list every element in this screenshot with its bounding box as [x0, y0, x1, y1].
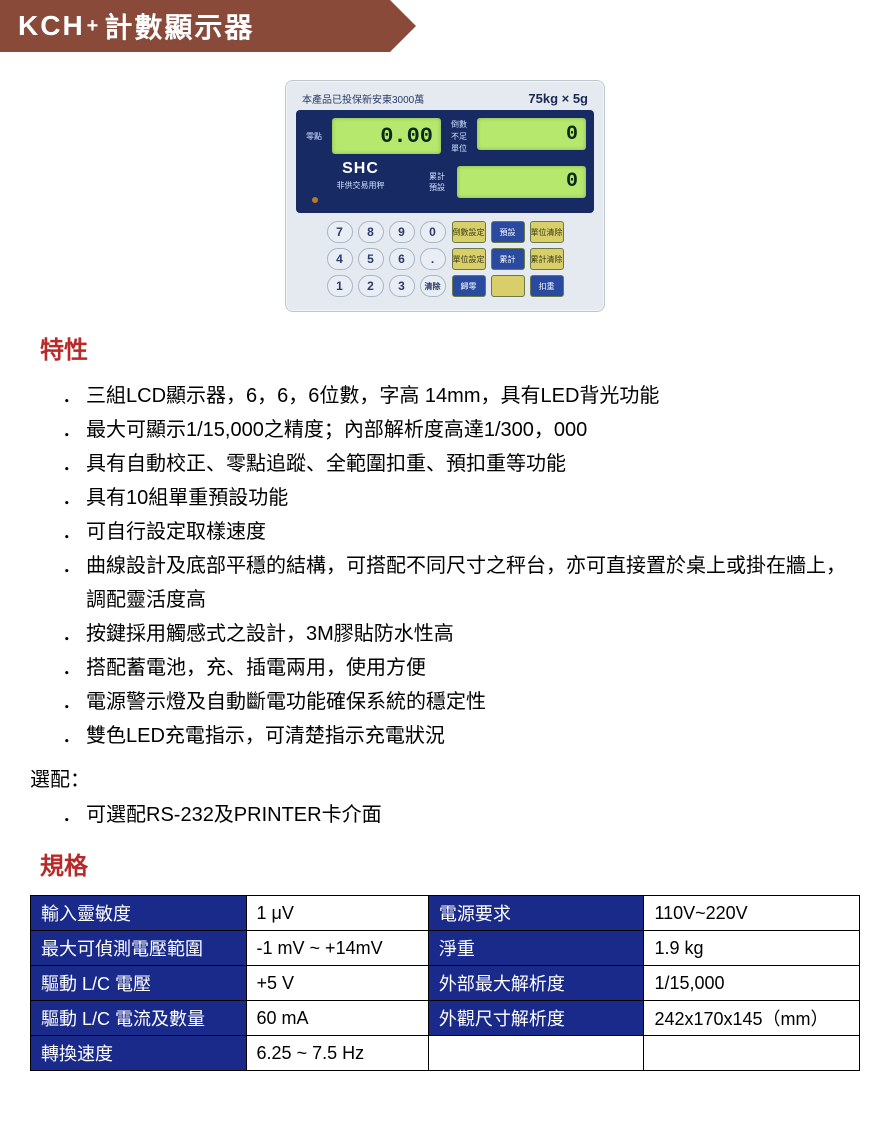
- spec-label: 轉換速度: [31, 1036, 247, 1071]
- feature-item: ．具有自動校正、零點追蹤、全範圍扣重、預扣重等功能: [62, 447, 850, 481]
- feature-item: ．雙色LED充電指示，可清楚指示充電狀況: [62, 719, 850, 753]
- bullet-icon: ．: [62, 651, 86, 685]
- fnkey: 倒數設定: [452, 221, 486, 243]
- model-code: KCH: [18, 10, 85, 42]
- lcd-weight: 0.00: [332, 118, 441, 154]
- brand-label: SHC: [342, 160, 379, 177]
- keypad: 7890 456. 123清除 倒數設定預設單位清除單位設定累計累計清除歸零 扣重: [296, 221, 594, 297]
- bullet-icon: ．: [62, 685, 86, 719]
- feature-text: 可自行設定取樣速度: [86, 515, 266, 549]
- fnkey: 扣重: [530, 275, 564, 297]
- bullet-icon: ．: [62, 379, 86, 413]
- feature-text: 搭配蓄電池，充、插電兩用，使用方便: [86, 651, 426, 685]
- feature-text: 具有自動校正、零點追蹤、全範圍扣重、預扣重等功能: [86, 447, 566, 481]
- features-heading: 特性: [40, 330, 890, 365]
- spec-label: 電源要求: [428, 896, 644, 931]
- fnkey: 預設: [491, 221, 525, 243]
- spec-label: 外觀尺寸解析度: [428, 1001, 644, 1036]
- numkey-5: 5: [358, 248, 384, 270]
- page-title-banner: KCH+ 計數顯示器: [0, 0, 390, 52]
- spec-value: 110V~220V: [644, 896, 860, 931]
- numkey-清除: 清除: [420, 275, 446, 297]
- brand-sub: 非供交易用秤: [304, 180, 417, 191]
- spec-value: 242x170x145（mm）: [644, 1001, 860, 1036]
- bullet-icon: ．: [62, 515, 86, 549]
- bullet-icon: ．: [62, 447, 86, 481]
- spec-value: 60 mA: [246, 1001, 428, 1036]
- feature-item: ．按鍵採用觸感式之設計，3M膠貼防水性高: [62, 617, 850, 651]
- feature-text: 具有10組單重預設功能: [86, 481, 288, 515]
- bullet-icon: ．: [62, 798, 86, 832]
- feature-item: ．具有10組單重預設功能: [62, 481, 850, 515]
- bullet-icon: ．: [62, 413, 86, 447]
- spec-heading: 規格: [40, 846, 890, 881]
- spec-empty: [644, 1036, 860, 1071]
- spec-label: 淨重: [428, 931, 644, 966]
- feature-item: ．最大可顯示1/15,000之精度；內部解析度高達1/300，000: [62, 413, 850, 447]
- spec-label: 驅動 L/C 電壓: [31, 966, 247, 1001]
- fnkey: [491, 275, 525, 297]
- fnkey: 歸零: [452, 275, 486, 297]
- feature-item: ．電源警示燈及自動斷電功能確保系統的穩定性: [62, 685, 850, 719]
- fnkey: 單位設定: [452, 248, 486, 270]
- numkey-8: 8: [358, 221, 384, 243]
- options-label: 選配：: [30, 763, 890, 792]
- bullet-icon: ．: [62, 549, 86, 617]
- device-topbar-left: 本產品已投保新安東3000萬: [302, 91, 424, 106]
- device-topbar-right: 75kg × 5g: [528, 91, 588, 106]
- spec-value: +5 V: [246, 966, 428, 1001]
- display-panel: 零點 0.00 倒數不足單位 0 SHC 非供交易用秤 累計預設 0: [296, 110, 594, 213]
- options-list: ．可選配RS-232及PRINTER卡介面: [62, 798, 850, 832]
- numkey-0: 0: [420, 221, 446, 243]
- numkey-1: 1: [327, 275, 353, 297]
- spec-label: 輸入靈敏度: [31, 896, 247, 931]
- feature-item: ．搭配蓄電池，充、插電兩用，使用方便: [62, 651, 850, 685]
- bullet-icon: ．: [62, 481, 86, 515]
- numkey-9: 9: [389, 221, 415, 243]
- feature-text: 最大可顯示1/15,000之精度；內部解析度高達1/300，000: [86, 413, 587, 447]
- feature-item: ．三組LCD顯示器，6，6，6位數，字高 14mm，具有LED背光功能: [62, 379, 850, 413]
- feature-text: 雙色LED充電指示，可清楚指示充電狀況: [86, 719, 445, 753]
- lcd-count: 0: [457, 166, 586, 198]
- feature-item: ．可自行設定取樣速度: [62, 515, 850, 549]
- numkey-3: 3: [389, 275, 415, 297]
- feature-text: 三組LCD顯示器，6，6，6位數，字高 14mm，具有LED背光功能: [86, 379, 659, 413]
- numkey-2: 2: [358, 275, 384, 297]
- spec-table: 輸入靈敏度1 μV電源要求110V~220V 最大可偵測電壓範圍-1 mV ~ +…: [30, 895, 860, 1071]
- spec-value: 6.25 ~ 7.5 Hz: [246, 1036, 428, 1071]
- bullet-icon: ．: [62, 719, 86, 753]
- fnkey: 累計: [491, 248, 525, 270]
- spec-label: 驅動 L/C 電流及數量: [31, 1001, 247, 1036]
- numkey-6: 6: [389, 248, 415, 270]
- features-list: ．三組LCD顯示器，6，6，6位數，字高 14mm，具有LED背光功能．最大可顯…: [62, 379, 850, 753]
- spec-label: 外部最大解析度: [428, 966, 644, 1001]
- spec-label: 最大可偵測電壓範圍: [31, 931, 247, 966]
- feature-text: 按鍵採用觸感式之設計，3M膠貼防水性高: [86, 617, 454, 651]
- feature-text: 曲線設計及底部平穩的結構，可搭配不同尺寸之秤台，亦可直接置於桌上或掛在牆上，調配…: [86, 549, 850, 617]
- page-title: 計數顯示器: [104, 6, 254, 46]
- lcd-unit: 0: [477, 118, 586, 150]
- spec-value: -1 mV ~ +14mV: [246, 931, 428, 966]
- feature-item: ．曲線設計及底部平穩的結構，可搭配不同尺寸之秤台，亦可直接置於桌上或掛在牆上，調…: [62, 549, 850, 617]
- feature-text: 電源警示燈及自動斷電功能確保系統的穩定性: [86, 685, 486, 719]
- spec-empty: [428, 1036, 644, 1071]
- spec-value: 1/15,000: [644, 966, 860, 1001]
- fnkey: 累計清除: [530, 248, 564, 270]
- option-text: 可選配RS-232及PRINTER卡介面: [86, 798, 382, 832]
- option-item: ．可選配RS-232及PRINTER卡介面: [62, 798, 850, 832]
- power-led-icon: [312, 197, 318, 203]
- spec-value: 1.9 kg: [644, 931, 860, 966]
- bullet-icon: ．: [62, 617, 86, 651]
- fnkey: 單位清除: [530, 221, 564, 243]
- plus-sign: +: [87, 15, 101, 38]
- spec-value: 1 μV: [246, 896, 428, 931]
- device-illustration: 本產品已投保新安東3000萬 75kg × 5g 零點 0.00 倒數不足單位 …: [0, 80, 890, 312]
- numkey-7: 7: [327, 221, 353, 243]
- numkey-.: .: [420, 248, 446, 270]
- numkey-4: 4: [327, 248, 353, 270]
